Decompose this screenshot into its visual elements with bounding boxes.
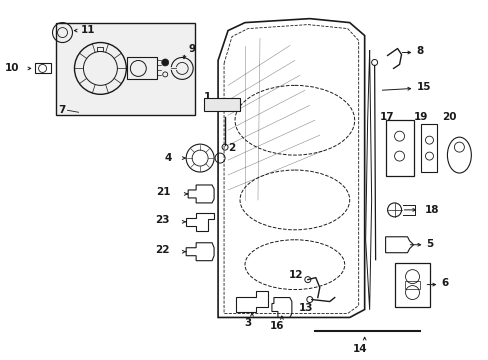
Text: 14: 14 <box>352 345 366 354</box>
Text: 7: 7 <box>59 105 66 115</box>
Text: 21: 21 <box>156 187 170 197</box>
Text: 1: 1 <box>203 92 210 102</box>
Text: 13: 13 <box>298 302 312 312</box>
Text: 18: 18 <box>424 205 438 215</box>
Text: 12: 12 <box>288 270 303 280</box>
Text: 10: 10 <box>5 63 19 73</box>
Text: 17: 17 <box>380 112 394 122</box>
Text: 16: 16 <box>269 321 284 332</box>
Text: 3: 3 <box>244 319 251 328</box>
Text: 6: 6 <box>441 278 448 288</box>
Text: 5: 5 <box>426 239 433 249</box>
Text: 11: 11 <box>81 24 95 35</box>
Text: 2: 2 <box>227 143 235 153</box>
Text: 4: 4 <box>164 153 172 163</box>
Text: 15: 15 <box>416 82 430 93</box>
Text: 9: 9 <box>188 44 195 54</box>
Circle shape <box>162 59 168 66</box>
Text: 8: 8 <box>416 45 423 55</box>
Bar <box>127 58 157 80</box>
Text: 20: 20 <box>441 112 456 122</box>
Bar <box>56 23 195 115</box>
Text: 19: 19 <box>413 112 428 122</box>
Bar <box>203 98 240 111</box>
Bar <box>404 280 420 289</box>
Text: 23: 23 <box>155 215 169 225</box>
Text: 22: 22 <box>155 245 169 255</box>
